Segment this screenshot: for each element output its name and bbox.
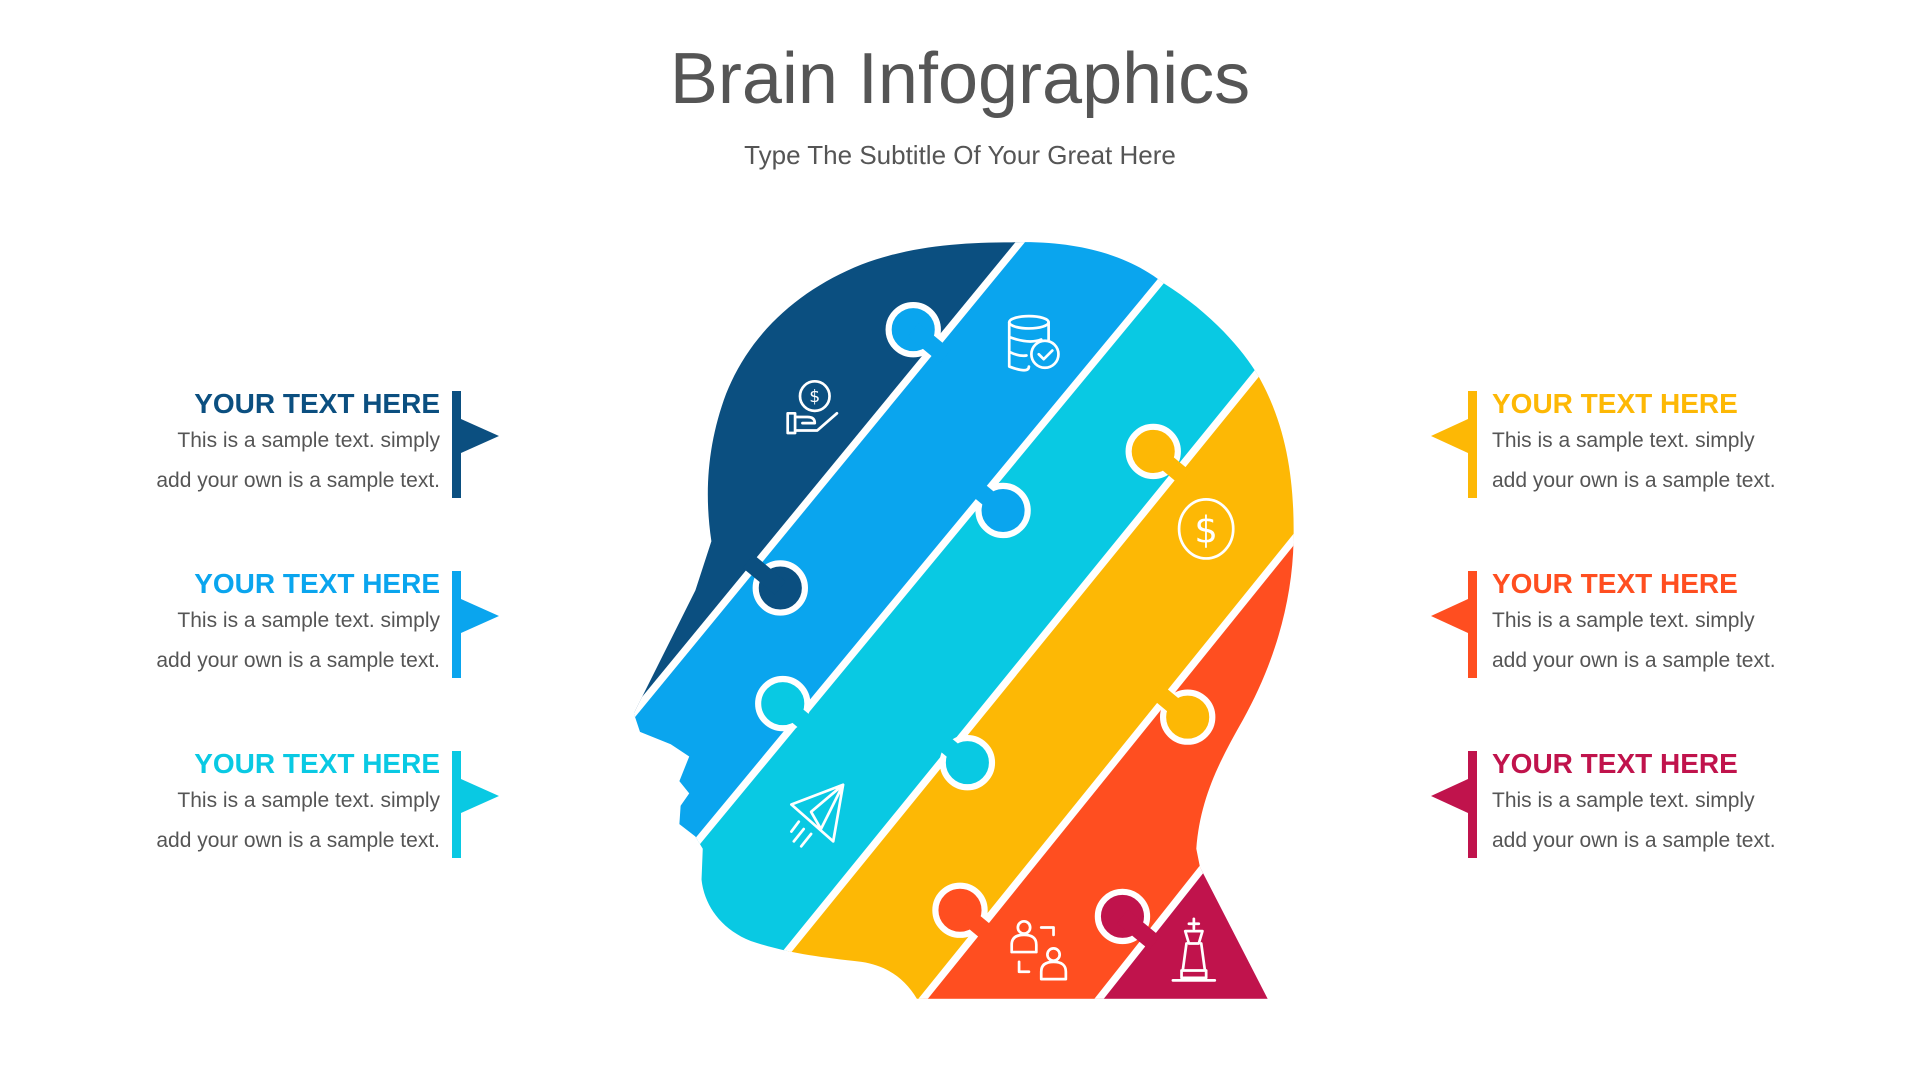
block-heading: YOUR TEXT HERE bbox=[194, 388, 440, 419]
block-heading: YOUR TEXT HERE bbox=[1492, 388, 1738, 419]
puzzle-knob-neck bbox=[954, 903, 998, 944]
piece-separator bbox=[657, 242, 1294, 999]
flag-pointer-icon bbox=[461, 419, 499, 453]
block-heading: YOUR TEXT HERE bbox=[194, 568, 440, 599]
block-text-line: This is a sample text. simply bbox=[177, 789, 440, 812]
puzzle-piece-cyan bbox=[633, 242, 1294, 999]
chess-king-icon bbox=[1171, 917, 1217, 982]
svg-text:$: $ bbox=[1194, 508, 1217, 551]
puzzle-knob-neck bbox=[1149, 683, 1194, 724]
flag-pole bbox=[452, 751, 461, 858]
flag-pole bbox=[452, 391, 461, 498]
flag-pointer-icon bbox=[461, 599, 499, 633]
block-text-line: add your own is a sample text. bbox=[1492, 649, 1776, 672]
right-info-block-1: YOUR TEXT HERE This is a sample text. sim… bbox=[1492, 387, 1912, 501]
flag-pointer-icon bbox=[1431, 419, 1468, 453]
puzzle-knob-neck bbox=[742, 554, 786, 595]
block-text-line: This is a sample text. simply bbox=[177, 609, 440, 632]
right-info-block-2: YOUR TEXT HERE This is a sample text. sim… bbox=[1492, 567, 1912, 681]
flag-pole bbox=[452, 571, 461, 678]
flag-pointer-icon bbox=[1431, 779, 1468, 813]
left-info-block-3: YOUR TEXT HERE This is a sample text. sim… bbox=[20, 747, 440, 861]
block-text-line: add your own is a sample text. bbox=[1492, 469, 1776, 492]
puzzle-piece-orange bbox=[835, 242, 1294, 999]
block-heading: YOUR TEXT HERE bbox=[1492, 748, 1738, 779]
flag-pole bbox=[1468, 571, 1477, 678]
flag-pointer-icon bbox=[1431, 599, 1468, 633]
piece-separator bbox=[1010, 861, 1210, 999]
puzzle-knob-neck bbox=[907, 323, 951, 364]
flag-pole bbox=[1468, 391, 1477, 498]
page-title: Brain Infographics bbox=[669, 39, 1251, 119]
block-text-line: This is a sample text. simply bbox=[1492, 429, 1755, 452]
people-exchange-icon bbox=[1010, 919, 1068, 981]
hand-coin-icon: $ bbox=[786, 379, 839, 435]
left-info-block-1: YOUR TEXT HERE This is a sample text. sim… bbox=[20, 387, 440, 501]
block-text-line: This is a sample text. simply bbox=[1492, 789, 1755, 812]
svg-text:$: $ bbox=[809, 387, 820, 407]
flag-pole bbox=[1468, 751, 1477, 858]
puzzle-piece-yellow bbox=[660, 242, 1294, 999]
puzzle-knob-neck bbox=[1116, 909, 1161, 950]
block-text-line: This is a sample text. simply bbox=[1492, 609, 1755, 632]
block-heading: YOUR TEXT HERE bbox=[1492, 568, 1738, 599]
piece-separator bbox=[633, 242, 1121, 999]
block-text-line: add your own is a sample text. bbox=[156, 469, 440, 492]
database-check-icon bbox=[1007, 314, 1060, 372]
paper-plane-icon bbox=[790, 783, 845, 848]
block-text-line: add your own is a sample text. bbox=[1492, 829, 1776, 852]
right-info-block-3: YOUR TEXT HERE This is a sample text. sim… bbox=[1492, 747, 1912, 861]
piece-separator bbox=[633, 242, 1294, 999]
puzzle-knob-neck bbox=[777, 696, 821, 737]
block-text-line: This is a sample text. simply bbox=[177, 429, 440, 452]
puzzle-knob-neck bbox=[1147, 444, 1191, 485]
block-text-line: add your own is a sample text. bbox=[156, 649, 440, 672]
puzzle-knob-neck bbox=[965, 477, 1009, 518]
left-info-block-2: YOUR TEXT HERE This is a sample text. sim… bbox=[20, 567, 440, 681]
piece-separator bbox=[832, 242, 1294, 999]
dollar-coin-icon: $ bbox=[1177, 498, 1235, 560]
page-subtitle: Type The Subtitle Of Your Great Here bbox=[744, 140, 1176, 170]
puzzle-knob-neck bbox=[929, 729, 973, 770]
flag-pointer-icon bbox=[461, 779, 499, 813]
block-text-line: add your own is a sample text. bbox=[156, 829, 440, 852]
block-heading: YOUR TEXT HERE bbox=[194, 748, 440, 779]
